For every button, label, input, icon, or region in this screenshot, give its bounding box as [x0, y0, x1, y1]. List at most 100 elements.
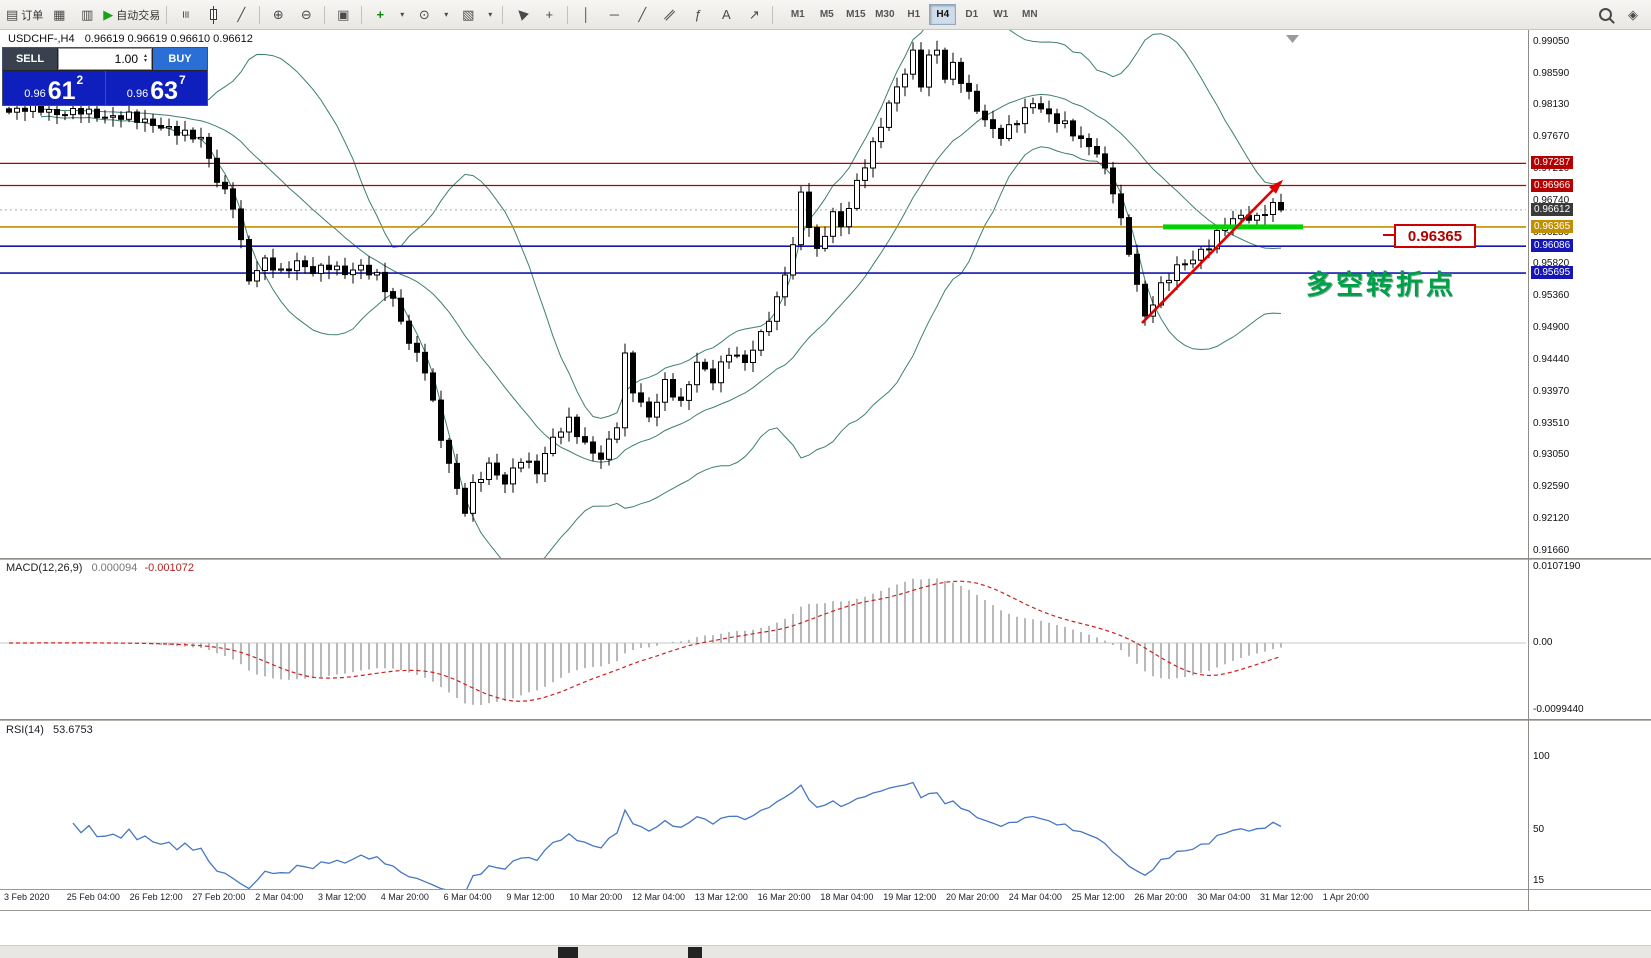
taskbar-item[interactable] — [558, 947, 578, 958]
new-order-button[interactable]: ▤ 订单 — [5, 3, 44, 27]
timeframe-d1-button[interactable]: D1 — [965, 9, 979, 20]
buy-price-sup: 7 — [179, 73, 186, 87]
time-axis-label: 12 Mar 04:00 — [632, 892, 686, 902]
sell-button[interactable]: SELL — [3, 48, 58, 70]
price-axis-label: 0.93510 — [1533, 417, 1570, 429]
line-chart-button[interactable]: ╱ — [228, 3, 254, 27]
sell-price-sup: 2 — [76, 73, 84, 87]
time-axis-label: 16 Mar 20:00 — [757, 892, 811, 902]
templates-icon: ▧ — [462, 7, 475, 22]
horizontal-lines — [0, 162, 1526, 274]
buy-price-prefix: 0.96 — [126, 88, 149, 100]
periods-dropdown[interactable]: ▾ — [439, 3, 453, 27]
text-button[interactable]: A — [713, 3, 739, 27]
time-axis-label: 24 Mar 04:00 — [1008, 892, 1062, 902]
templates-button[interactable]: ▧ — [455, 3, 481, 27]
axis-separator — [1528, 30, 1529, 910]
time-axis-label: 25 Feb 04:00 — [66, 892, 120, 902]
toolbar-separator — [502, 5, 504, 24]
templates-dropdown-icon: ▾ — [488, 9, 493, 19]
templates-dropdown[interactable]: ▾ — [483, 3, 497, 27]
bar-chart-button[interactable]: ≡ — [172, 3, 198, 27]
panel-splitter[interactable] — [0, 719, 1651, 721]
cursor-button[interactable]: ▶ — [508, 3, 534, 27]
search-button[interactable] — [1592, 3, 1618, 27]
channel-icon: ∥ — [662, 6, 678, 23]
timeframe-h1-button[interactable]: H1 — [907, 9, 921, 20]
candlestick-chart-button[interactable] — [200, 3, 226, 27]
taskbar-item[interactable] — [688, 947, 702, 958]
timeframe-m1-button[interactable]: M1 — [790, 9, 805, 20]
indicators-button[interactable]: + — [367, 3, 393, 27]
sell-price[interactable]: 0.96 61 2 — [3, 71, 105, 105]
timeframe-m30-button[interactable]: M30 — [875, 9, 895, 20]
macd-axis-zero: 0.00 — [1533, 637, 1553, 648]
support-zone-bar — [1163, 224, 1303, 230]
time-axis-label: 2 Mar 04:00 — [255, 892, 304, 902]
search-icon — [1598, 8, 1612, 21]
candlesticks — [6, 40, 1284, 522]
price-axis-label: 0.93970 — [1533, 385, 1570, 397]
price-axis-label: 0.95820 — [1533, 258, 1570, 270]
toolbar-separator — [259, 5, 261, 24]
price-chart[interactable] — [0, 30, 1528, 558]
cursor-icon: ▶ — [512, 5, 531, 24]
rsi-axis: 100 50 15 — [1530, 722, 1650, 890]
zoom-in-button[interactable]: ⊕ — [265, 3, 291, 27]
new-order-button-label: 订单 — [21, 9, 44, 22]
price-marker-0.96966: 0.96966 — [1531, 178, 1574, 192]
zoom-out-button[interactable]: ⊖ — [293, 3, 319, 27]
chart-windows-button[interactable]: ▦ — [46, 3, 72, 27]
panel-splitter[interactable] — [0, 558, 1651, 560]
arrows-button[interactable]: ↗ — [741, 3, 767, 27]
tile-windows-button[interactable]: ▣ — [330, 3, 356, 27]
zoom-in-icon: ⊕ — [272, 7, 284, 22]
trendline-button[interactable]: ╱ — [629, 3, 655, 27]
volume-field[interactable]: 1.00 ▴ ▾ — [58, 48, 152, 70]
zoom-out-icon: ⊖ — [300, 7, 312, 22]
volume-spinner[interactable]: ▴ ▾ — [140, 53, 151, 64]
price-axis-label: 0.97670 — [1533, 131, 1570, 143]
periods-dropdown-icon: ▾ — [444, 9, 449, 19]
horizontal-line-button[interactable]: ─ — [601, 3, 627, 27]
toolbar-buttons: ▤ 订单 ▦ ▥ ▶ 自动交易 ≡ ╱ ⊕ ⊖ ▣ + ▾ ⊙ ▾ ▧ ▾ ▶ + │ ─ ╱ ∥ ƒ A ↗ — [4, 3, 777, 27]
indicators-dropdown[interactable]: ▾ — [395, 3, 409, 27]
timeframe-h4-button[interactable]: H4 — [929, 4, 957, 25]
timeframe-m15-button[interactable]: M15 — [846, 9, 866, 20]
rsi-chart[interactable] — [0, 722, 1528, 890]
spin-down-icon[interactable]: ▾ — [143, 58, 147, 64]
trend-arrow-line — [1141, 180, 1282, 324]
profiles-button[interactable]: ▥ — [74, 3, 100, 27]
one-click-trading-panel: SELL 1.00 ▴ ▾ BUY 0.96 61 2 0.96 63 7 — [2, 47, 208, 106]
time-axis-label: 18 Mar 04:00 — [820, 892, 874, 902]
time-axis[interactable]: 3 Feb 2020 25 Feb 04:00 26 Feb 12:00 27 Feb… — [0, 890, 1528, 908]
timeframe-m5-button[interactable]: M5 — [819, 9, 834, 20]
buy-button[interactable]: BUY — [152, 48, 207, 70]
toolbar-right: ◈ — [1591, 3, 1647, 27]
taskbar — [0, 945, 1651, 958]
periods-button[interactable]: ⊙ — [411, 3, 437, 27]
horizontal-line-icon: ─ — [609, 7, 619, 22]
time-axis-label: 9 Mar 12:00 — [506, 892, 555, 902]
indicators-icon: + — [376, 7, 385, 22]
time-axis-label: 30 Mar 04:00 — [1197, 892, 1251, 902]
price-axis-label: 0.99050 — [1533, 36, 1570, 47]
macd-axis-max: 0.0107190 — [1533, 561, 1581, 572]
community-button[interactable]: ◈ — [1620, 3, 1646, 27]
timeframe-w1-button[interactable]: W1 — [993, 9, 1009, 20]
fibonacci-button[interactable]: ƒ — [685, 3, 711, 27]
time-axis-label: 10 Mar 20:00 — [569, 892, 623, 902]
channel-button[interactable]: ∥ — [657, 3, 683, 27]
annotation-text: 多空转折点 — [1306, 270, 1456, 300]
vertical-line-button[interactable]: │ — [573, 3, 599, 27]
rsi-label: RSI(14) 53.6753 — [6, 724, 93, 736]
volume-value[interactable]: 1.00 — [114, 52, 138, 66]
crosshair-button[interactable]: + — [536, 3, 562, 27]
spin-up-icon[interactable]: ▴ — [143, 53, 147, 59]
autotrading-button[interactable]: ▶ 自动交易 — [102, 3, 161, 27]
buy-price[interactable]: 0.96 63 7 — [104, 71, 208, 105]
timeframe-mn-button[interactable]: MN — [1022, 9, 1038, 20]
price-axis-label: 0.93050 — [1533, 449, 1570, 461]
macd-chart[interactable] — [0, 560, 1528, 718]
price-axis: 0.990500.985900.981300.976700.972100.967… — [1530, 30, 1650, 558]
